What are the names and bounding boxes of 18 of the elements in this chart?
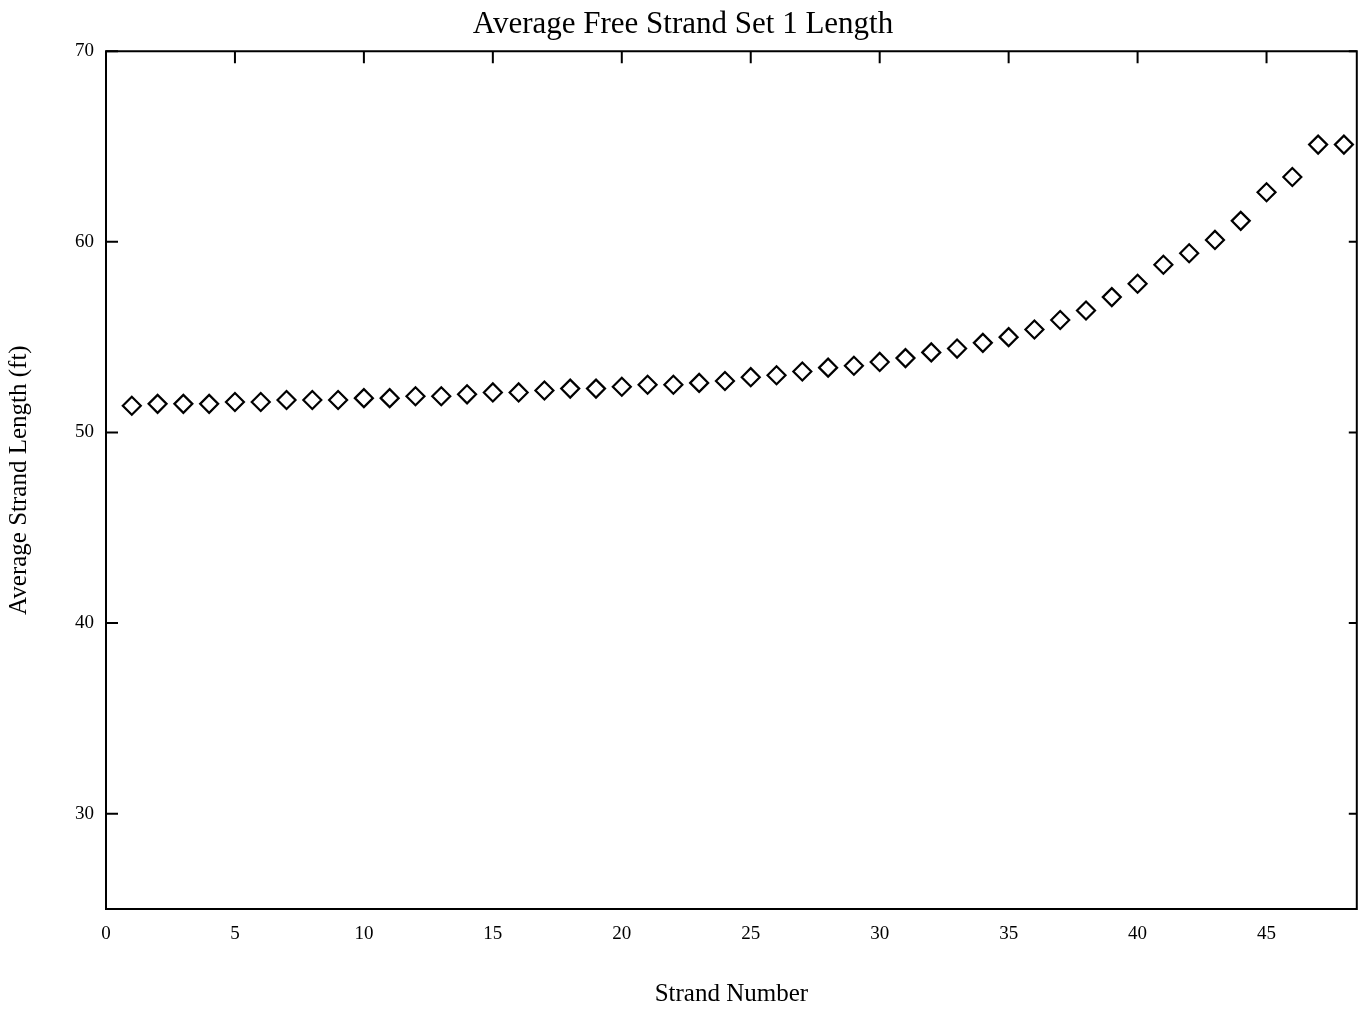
y-axis-title: Average Strand Length (ft) xyxy=(3,345,32,615)
x-tick-label: 0 xyxy=(101,922,111,944)
y-tick-label: 50 xyxy=(75,420,94,442)
x-tick-label: 45 xyxy=(1257,922,1277,944)
y-tick-label: 60 xyxy=(75,229,94,251)
x-tick-label: 15 xyxy=(483,922,503,944)
y-tick-label: 70 xyxy=(75,39,94,61)
y-tick-label: 30 xyxy=(75,801,94,823)
x-axis-title: Strand Number xyxy=(654,978,809,1006)
chart-title: Average Free Strand Set 1 Length xyxy=(472,4,894,40)
x-tick-label: 35 xyxy=(999,922,1019,944)
y-tick-label: 40 xyxy=(75,611,94,633)
x-tick-label: 20 xyxy=(612,922,632,944)
x-tick-label: 40 xyxy=(1128,922,1148,944)
x-tick-label: 10 xyxy=(354,922,374,944)
x-tick-label: 30 xyxy=(870,922,890,944)
x-tick-label: 25 xyxy=(741,922,761,944)
x-tick-label: 5 xyxy=(230,922,240,944)
